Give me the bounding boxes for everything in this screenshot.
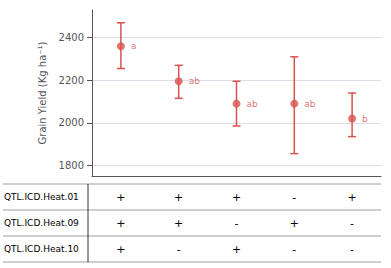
svg-text:+: + bbox=[232, 243, 241, 256]
svg-text:ab: ab bbox=[247, 99, 259, 109]
svg-text:-: - bbox=[292, 243, 296, 256]
svg-text:-: - bbox=[350, 243, 354, 256]
svg-text:-: - bbox=[292, 191, 296, 204]
svg-text:+: + bbox=[290, 217, 299, 230]
svg-text:Grain Yield (Kg ha⁻¹): Grain Yield (Kg ha⁻¹) bbox=[37, 41, 48, 144]
svg-text:QTL.ICD.Heat.09: QTL.ICD.Heat.09 bbox=[4, 218, 79, 228]
svg-text:QTL.ICD.Heat.01: QTL.ICD.Heat.01 bbox=[4, 192, 79, 202]
svg-text:-: - bbox=[235, 217, 239, 230]
svg-text:-: - bbox=[350, 217, 354, 230]
svg-text:2200: 2200 bbox=[59, 75, 84, 86]
svg-text:+: + bbox=[116, 217, 125, 230]
svg-text:b: b bbox=[362, 114, 368, 124]
svg-text:ab: ab bbox=[189, 76, 201, 86]
svg-text:ab: ab bbox=[304, 99, 316, 109]
svg-text:+: + bbox=[116, 191, 125, 204]
svg-text:2400: 2400 bbox=[59, 32, 84, 43]
svg-text:+: + bbox=[174, 217, 183, 230]
svg-text:+: + bbox=[232, 191, 241, 204]
svg-text:+: + bbox=[347, 191, 356, 204]
svg-text:+: + bbox=[174, 191, 183, 204]
svg-text:QTL.ICD.Heat.10: QTL.ICD.Heat.10 bbox=[4, 244, 79, 254]
svg-text:1800: 1800 bbox=[59, 160, 84, 171]
svg-text:a: a bbox=[131, 41, 137, 51]
svg-text:+: + bbox=[116, 243, 125, 256]
svg-text:2000: 2000 bbox=[59, 117, 84, 128]
svg-text:-: - bbox=[177, 243, 181, 256]
